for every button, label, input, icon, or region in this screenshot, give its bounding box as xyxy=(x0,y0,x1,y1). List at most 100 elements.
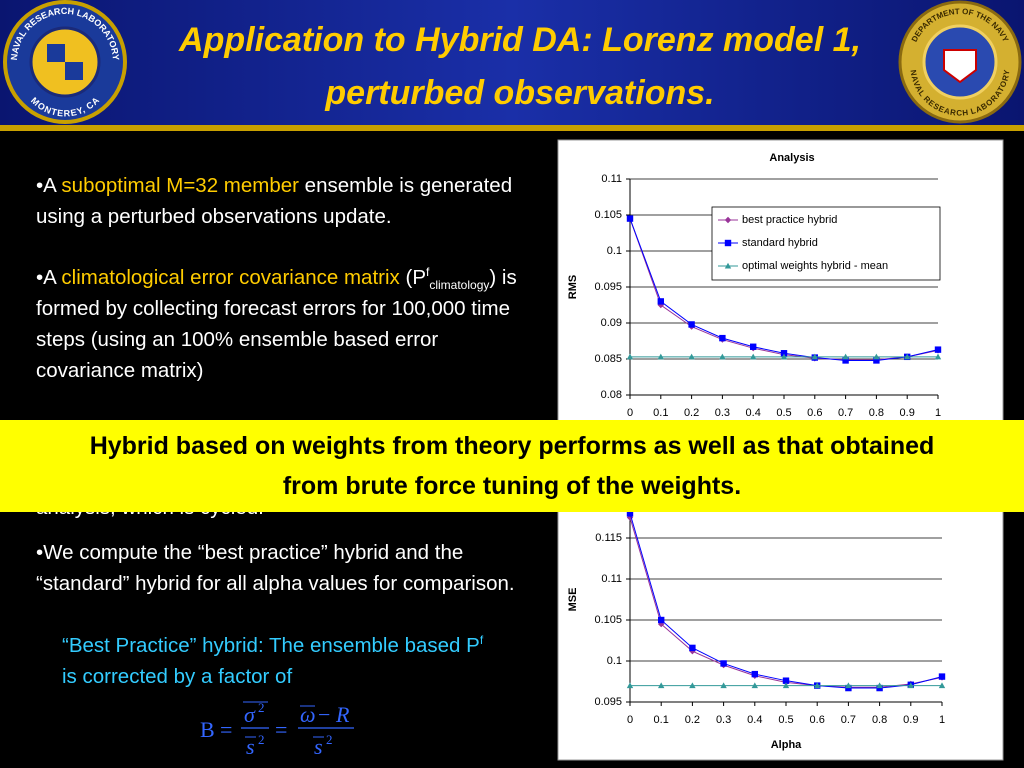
bullet: •A climatological error covariance matri… xyxy=(36,262,541,386)
x-tick-label: 1 xyxy=(935,407,941,419)
formula-text: s xyxy=(314,734,323,759)
formula-text: − xyxy=(318,702,330,727)
formula-text: 2 xyxy=(258,700,265,715)
x-tick-label: 0.9 xyxy=(903,714,918,726)
text: •A xyxy=(36,266,62,289)
legend-box xyxy=(711,206,941,281)
bullet: •We compute the “best practice” hybrid a… xyxy=(36,541,515,595)
marker xyxy=(657,298,664,305)
marker xyxy=(657,353,664,360)
marker xyxy=(873,353,880,360)
marker xyxy=(689,644,696,652)
superscript: f xyxy=(426,265,430,280)
x-tick-label: 0.1 xyxy=(653,407,668,419)
x-axis-label: Alpha xyxy=(771,739,802,751)
marker xyxy=(811,353,818,360)
y-tick-label: 0.105 xyxy=(594,614,622,626)
y-tick-label: 0.115 xyxy=(595,532,622,544)
marker xyxy=(689,682,696,689)
marker xyxy=(845,682,852,689)
marker xyxy=(724,216,732,224)
x-tick-label: 0 xyxy=(627,407,633,419)
marker xyxy=(876,682,883,689)
bullet: •A suboptimal M=32 member ensemble is ge… xyxy=(36,170,541,232)
marker xyxy=(782,677,790,684)
y-tick-label: 0.08 xyxy=(601,389,622,401)
x-tick-label: 0.4 xyxy=(747,714,762,726)
y-tick-label: 0.1 xyxy=(607,655,622,667)
marker xyxy=(934,353,942,360)
x-tick-label: 0.5 xyxy=(776,407,791,419)
formula-text: 2 xyxy=(258,732,265,747)
marker xyxy=(750,353,757,360)
x-tick-label: 0.4 xyxy=(746,407,761,419)
x-tick-label: 0.2 xyxy=(684,407,699,419)
marker xyxy=(658,682,665,689)
x-tick-label: 0.5 xyxy=(778,714,793,726)
marker xyxy=(719,334,726,342)
y-tick-label: 0.1 xyxy=(607,245,622,257)
formula-text: 2 xyxy=(326,732,333,747)
highlight: suboptimal M=32 member xyxy=(61,174,299,197)
marker xyxy=(657,301,664,309)
marker xyxy=(751,670,758,678)
y-tick-label: 0.11 xyxy=(601,173,622,185)
subscript: climatology xyxy=(429,278,490,293)
chart-title: Analysis xyxy=(769,152,814,164)
marker xyxy=(814,682,821,689)
legend-label: standard hybrid xyxy=(742,237,818,249)
header-rule xyxy=(0,125,1024,131)
x-tick-label: 0.6 xyxy=(810,714,825,726)
marker xyxy=(907,682,914,689)
marker xyxy=(938,673,946,680)
marker xyxy=(626,682,634,689)
text: “Best Practice” hybrid: The ensemble bas… xyxy=(62,634,480,657)
marker xyxy=(720,660,727,667)
marker xyxy=(782,682,790,689)
formula-text: ω xyxy=(300,702,316,727)
x-tick-label: 0.8 xyxy=(872,714,887,726)
x-tick-label: 0.1 xyxy=(654,714,669,726)
text: ensemble is generated using a perturbed … xyxy=(36,174,513,228)
marker xyxy=(780,350,788,357)
marker xyxy=(904,353,911,360)
x-tick-label: 0.3 xyxy=(716,714,731,726)
text: (P xyxy=(399,266,426,289)
text: ) is formed by collecting forecast error… xyxy=(36,266,517,382)
marker xyxy=(724,262,732,269)
y-tick-label: 0.11 xyxy=(601,573,622,585)
marker xyxy=(842,353,849,360)
marker xyxy=(658,620,665,628)
subpoint: “Best Practice” hybrid: The ensemble bas… xyxy=(62,630,502,692)
x-tick-label: 0.6 xyxy=(807,407,822,419)
y-tick-label: 0.085 xyxy=(594,353,622,365)
y-tick-label: 0.09 xyxy=(601,317,622,329)
title-line: Application to Hybrid DA: Lorenz model 1… xyxy=(178,21,861,59)
chart-frame xyxy=(557,139,1004,441)
marker xyxy=(688,321,695,328)
x-tick-label: 0.2 xyxy=(685,714,700,726)
banner: Hybrid based on weights from theory perf… xyxy=(0,420,1024,512)
marker xyxy=(626,215,634,222)
marker xyxy=(720,682,727,689)
logo-left: NAVAL RESEARCH LABORATORY MONTEREY, CA xyxy=(3,0,127,124)
marker xyxy=(938,682,946,689)
marker xyxy=(626,353,634,360)
y-axis-label: MSE xyxy=(567,588,579,612)
formula-text: R xyxy=(335,702,350,727)
formula-text: s xyxy=(246,734,255,759)
formula-text: σ xyxy=(244,702,256,727)
y-tick-label: 0.095 xyxy=(594,281,622,293)
marker xyxy=(719,353,726,360)
marker xyxy=(780,353,788,360)
x-tick-label: 0.7 xyxy=(841,714,856,726)
logo-right: DEPARTMENT OF THE NAVY NAVAL RESEARCH LA… xyxy=(898,0,1022,124)
x-tick-label: 0.8 xyxy=(869,407,884,419)
x-tick-label: 1 xyxy=(939,714,945,726)
text: is corrected by a factor of xyxy=(62,665,293,688)
header-band xyxy=(0,0,1024,126)
y-tick-label: 0.105 xyxy=(594,209,622,221)
marker xyxy=(750,343,757,350)
